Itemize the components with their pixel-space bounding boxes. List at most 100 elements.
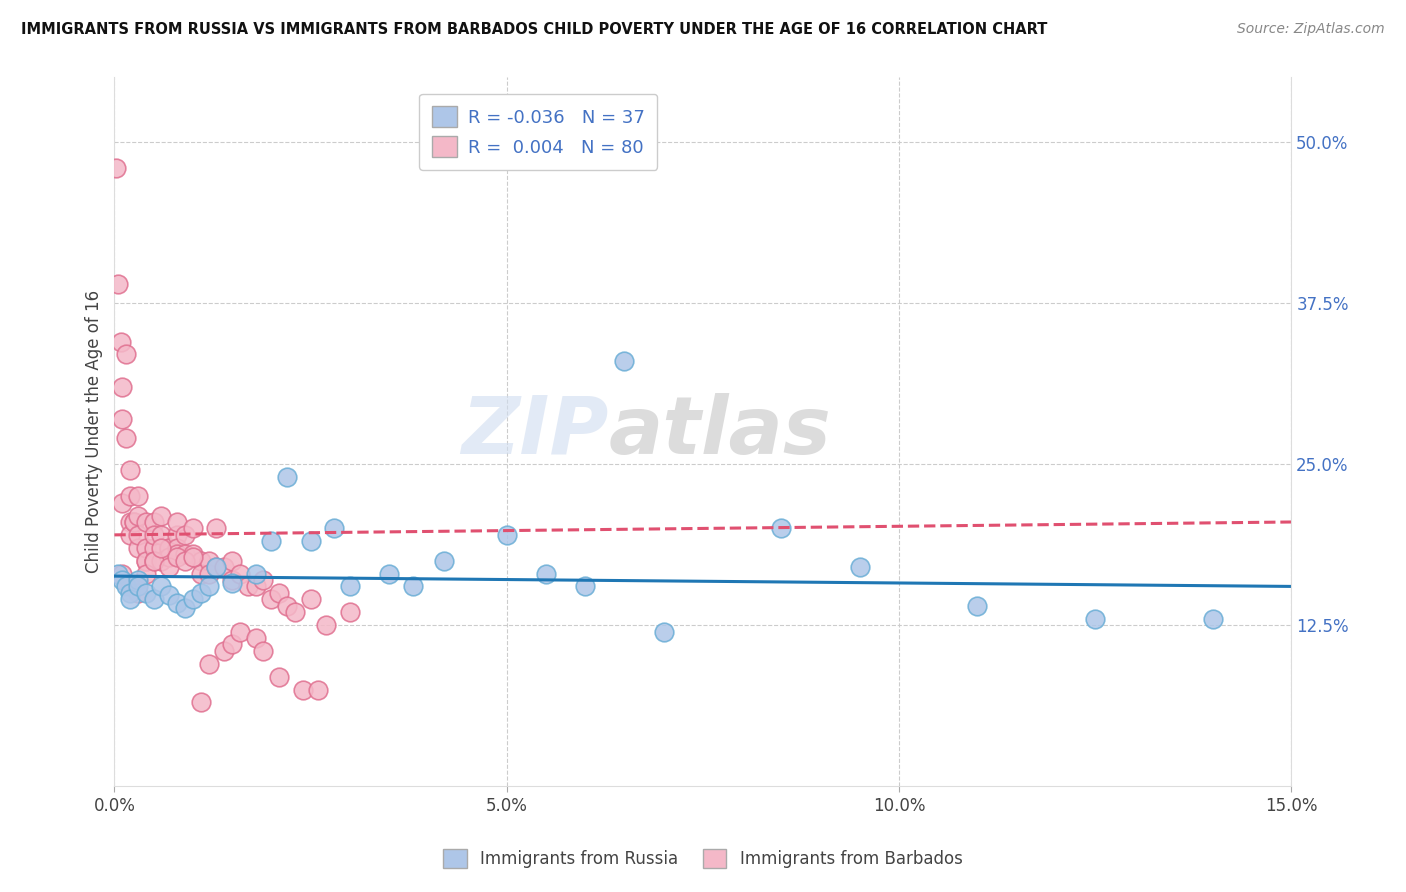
Point [260,592,283,607]
Point [221,637,243,651]
Point [197,566,219,581]
Point [495,528,517,542]
Point [127,579,149,593]
Point [190,695,212,709]
Point [120,489,142,503]
Point [115,579,138,593]
Point [157,541,180,555]
Point [197,579,219,593]
Point [150,554,173,568]
Point [127,573,149,587]
Point [245,579,267,593]
Point [652,624,675,639]
Point [260,534,283,549]
Point [111,380,134,394]
Point [181,521,204,535]
Point [111,573,134,587]
Point [770,521,793,535]
Point [339,605,361,619]
Point [181,547,204,561]
Point [122,515,145,529]
Point [245,631,267,645]
Point [166,596,188,610]
Point [142,592,165,607]
Point [120,579,142,593]
Point [181,549,204,564]
Point [269,586,291,600]
Point [214,644,236,658]
Point [111,566,134,581]
Point [339,579,361,593]
Text: IMMIGRANTS FROM RUSSIA VS IMMIGRANTS FROM BARBADOS CHILD POVERTY UNDER THE AGE O: IMMIGRANTS FROM RUSSIA VS IMMIGRANTS FRO… [21,22,1047,37]
Point [229,624,252,639]
Point [174,554,197,568]
Point [120,586,142,600]
Point [142,515,165,529]
Point [120,592,142,607]
Point [1084,612,1107,626]
Point [150,528,173,542]
Point [135,515,157,529]
Point [135,586,157,600]
Point [150,508,173,523]
Point [378,566,401,581]
Point [284,605,307,619]
Point [252,644,274,658]
Point [323,521,346,535]
Point [299,592,322,607]
Point [401,579,423,593]
Point [181,592,204,607]
Point [166,528,188,542]
Point [613,354,636,368]
Point [276,470,298,484]
Point [269,670,291,684]
Point [966,599,988,613]
Point [127,586,149,600]
Point [166,547,188,561]
Point [127,528,149,542]
Point [127,508,149,523]
Point [174,547,197,561]
Point [307,682,329,697]
Point [166,549,188,564]
Point [433,554,456,568]
Point [157,589,180,603]
Point [142,541,165,555]
Point [276,599,298,613]
Legend: R = -0.036   N = 37, R =  0.004   N = 80: R = -0.036 N = 37, R = 0.004 N = 80 [419,94,657,169]
Point [127,541,149,555]
Point [142,554,165,568]
Point [205,521,228,535]
Point [221,554,243,568]
Point [104,161,127,175]
Point [157,541,180,555]
Text: atlas: atlas [609,392,831,471]
Text: Source: ZipAtlas.com: Source: ZipAtlas.com [1237,22,1385,37]
Point [291,682,314,697]
Point [166,515,188,529]
Point [197,554,219,568]
Point [111,496,134,510]
Point [142,528,165,542]
Point [107,566,129,581]
Point [205,560,228,574]
Point [127,489,149,503]
Point [236,579,259,593]
Point [1202,612,1225,626]
Point [157,549,180,564]
Point [221,575,243,590]
Point [174,601,197,615]
Point [142,554,165,568]
Point [166,541,188,555]
Point [229,566,252,581]
Point [120,515,142,529]
Point [122,515,145,529]
Point [534,566,557,581]
Point [135,554,157,568]
Point [205,560,228,574]
Point [150,541,173,555]
Point [135,566,157,581]
Point [115,347,138,361]
Point [107,277,129,291]
Point [115,431,138,445]
